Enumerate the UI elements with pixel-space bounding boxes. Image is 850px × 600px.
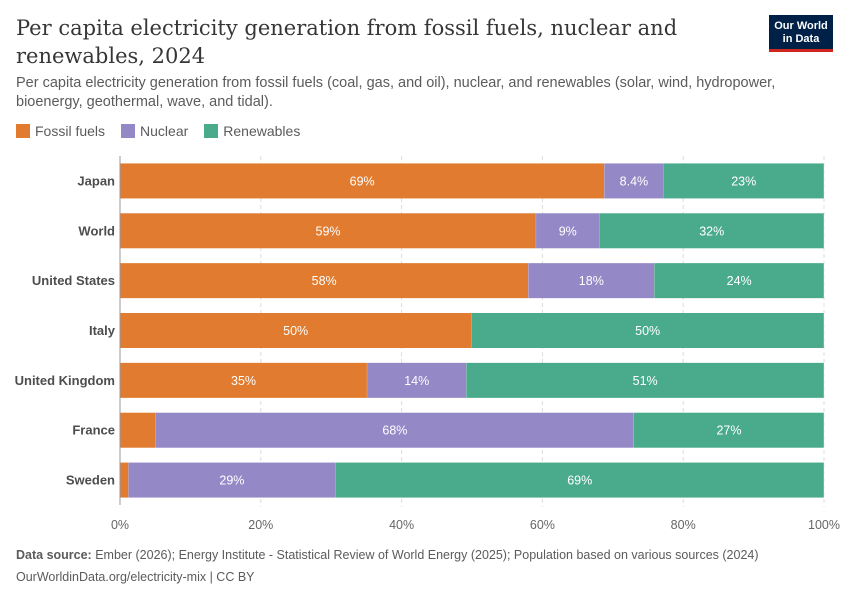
bar-segment	[335, 462, 824, 498]
bar-segment	[120, 263, 529, 299]
owid-logo[interactable]: Our World in Data	[769, 15, 833, 52]
x-tick-label: 40%	[389, 518, 414, 532]
bar-segment	[120, 462, 129, 498]
legend: Fossil fuels Nuclear Renewables	[16, 123, 300, 139]
bar-segment	[471, 313, 824, 348]
bar-segment	[633, 412, 824, 448]
footer-source: Data source: Ember (2026); Energy Instit…	[16, 548, 759, 562]
category-label: Italy	[89, 323, 116, 338]
data-label: 59%	[316, 224, 341, 238]
bar-segment	[120, 313, 472, 348]
source-text: Ember (2026); Energy Institute - Statist…	[95, 548, 759, 562]
x-tick-label: 0%	[111, 518, 129, 532]
legend-label-nuclear: Nuclear	[140, 123, 189, 139]
category-label: World	[78, 223, 115, 238]
chart-subtitle: Per capita electricity generation from f…	[16, 75, 776, 110]
bar-segment	[654, 263, 824, 299]
data-label: 29%	[219, 474, 244, 488]
source-label: Data source:	[16, 548, 92, 562]
bar-segment	[120, 362, 368, 398]
bar-segment	[528, 263, 655, 299]
legend-item-fossil[interactable]: Fossil fuels	[16, 123, 105, 139]
x-tick-label: 80%	[671, 518, 696, 532]
legend-item-nuclear[interactable]: Nuclear	[121, 123, 188, 139]
footer-url[interactable]: OurWorldinData.org/electricity-mix | CC …	[16, 570, 255, 584]
data-label: 32%	[699, 224, 724, 238]
x-tick-label: 60%	[530, 518, 555, 532]
data-label: 50%	[635, 324, 660, 338]
category-label: Sweden	[66, 473, 115, 488]
bar-segment	[128, 462, 336, 498]
data-label: 35%	[231, 374, 256, 388]
data-label: 50%	[283, 324, 308, 338]
legend-label-renewables: Renewables	[223, 123, 301, 139]
data-label: 69%	[350, 174, 375, 188]
x-tick-label: 100%	[808, 518, 840, 532]
bar-segment	[155, 412, 634, 448]
data-label: 9%	[559, 224, 577, 238]
bar-segment	[536, 213, 600, 249]
legend-item-renewables[interactable]: Renewables	[204, 123, 300, 139]
data-label: 58%	[312, 274, 337, 288]
logo-line-2: in Data	[782, 33, 820, 45]
logo-line-1: Our World	[774, 20, 828, 32]
stacked-bar-chart: 0% 20% 40% 60% 80% 100% Japan 69% 8.4% 23% World 59…	[15, 156, 840, 532]
category-label: Japan	[77, 173, 115, 188]
legend-swatch-renewables	[204, 124, 219, 138]
x-tick-label: 20%	[248, 518, 273, 532]
bar-segment	[120, 163, 605, 199]
legend-swatch-nuclear	[121, 124, 136, 138]
bar-segment	[599, 213, 824, 249]
data-label: 18%	[579, 274, 604, 288]
bar-segment	[663, 163, 824, 199]
data-label: 68%	[382, 424, 407, 438]
data-label: 14%	[404, 374, 429, 388]
data-label: 27%	[716, 424, 741, 438]
data-label: 8.4%	[620, 174, 649, 188]
data-label: 51%	[633, 374, 658, 388]
chart-title: Per capita electricity generation from f…	[16, 16, 678, 68]
data-label: 24%	[727, 274, 752, 288]
bar-segment	[120, 412, 156, 448]
legend-label-fossil: Fossil fuels	[35, 123, 106, 139]
data-label: 23%	[731, 174, 756, 188]
bar-segment	[367, 362, 467, 398]
bar-segment	[466, 362, 824, 398]
bar-segment	[604, 163, 664, 199]
legend-swatch-fossil	[16, 124, 30, 138]
category-label: France	[72, 423, 115, 438]
category-label: United Kingdom	[15, 373, 115, 388]
category-label: United States	[32, 273, 115, 288]
data-label: 69%	[567, 474, 592, 488]
bar-segment	[120, 213, 537, 249]
